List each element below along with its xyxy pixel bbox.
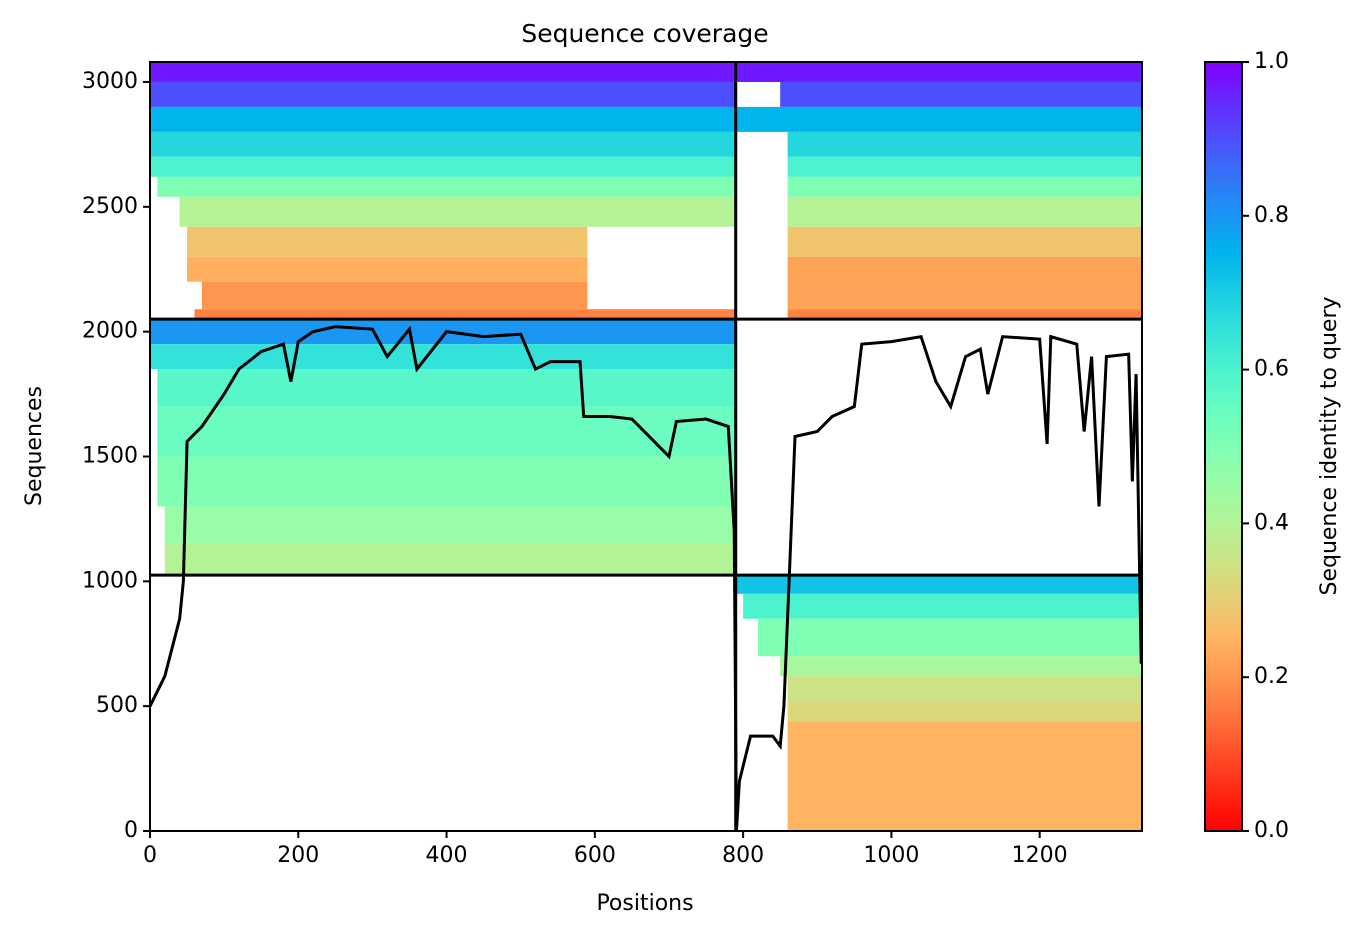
x-tick-label: 0 bbox=[143, 843, 157, 868]
x-tick-label: 1000 bbox=[863, 843, 919, 868]
colorbar bbox=[1204, 61, 1243, 832]
colorbar-tick-label: 0.8 bbox=[1254, 203, 1289, 228]
colorbar-tick-label: 1.0 bbox=[1254, 49, 1289, 74]
colorbar-tick-label: 0.0 bbox=[1254, 818, 1289, 843]
colorbar-tick-label: 0.4 bbox=[1254, 510, 1289, 535]
identity-band bbox=[157, 369, 736, 407]
x-axis-label: Positions bbox=[596, 891, 693, 916]
x-tick-label: 400 bbox=[426, 843, 468, 868]
identity-band bbox=[201, 281, 588, 310]
identity-band bbox=[157, 176, 736, 197]
identity-band bbox=[787, 256, 1142, 310]
x-tick-label: 600 bbox=[574, 843, 616, 868]
identity-band bbox=[157, 406, 736, 457]
identity-band bbox=[787, 701, 1142, 722]
identity-band bbox=[787, 226, 1142, 257]
colorbar-tick-label: 0.2 bbox=[1254, 664, 1289, 689]
colorbar-tick-label: 0.6 bbox=[1254, 357, 1289, 382]
identity-band bbox=[150, 131, 736, 157]
identity-band bbox=[164, 543, 736, 576]
identity-band bbox=[787, 156, 1142, 177]
coverage-line bbox=[148, 325, 1143, 832]
identity-band bbox=[150, 81, 736, 107]
y-tick-label: 500 bbox=[96, 693, 138, 718]
identity-band bbox=[735, 575, 1142, 594]
y-tick-label: 1500 bbox=[82, 443, 138, 468]
identity-band bbox=[150, 106, 736, 132]
identity-band bbox=[787, 676, 1142, 702]
y-axis-label: Sequences bbox=[22, 386, 47, 506]
y-tick-label: 3000 bbox=[82, 69, 138, 94]
identity-band bbox=[187, 256, 588, 282]
y-tick-label: 2000 bbox=[82, 319, 138, 344]
identity-band bbox=[150, 319, 736, 345]
y-tick-label: 2500 bbox=[82, 194, 138, 219]
identity-band bbox=[735, 106, 1142, 132]
identity-band bbox=[150, 344, 736, 370]
chart-title: Sequence coverage bbox=[521, 19, 768, 48]
identity-band bbox=[780, 81, 1142, 107]
identity-band bbox=[787, 721, 1142, 831]
identity-band bbox=[787, 309, 1142, 320]
y-tick-label: 1000 bbox=[82, 568, 138, 593]
identity-band bbox=[194, 309, 736, 320]
y-tick-label: 0 bbox=[124, 818, 138, 843]
identity-band bbox=[150, 156, 736, 177]
identity-band bbox=[743, 593, 1142, 619]
x-tick-label: 200 bbox=[277, 843, 319, 868]
x-tick-label: 1200 bbox=[1012, 843, 1068, 868]
identity-band bbox=[164, 506, 736, 544]
colorbar-label: Sequence identity to query bbox=[1317, 296, 1342, 595]
identity-band bbox=[780, 656, 1142, 677]
identity-band bbox=[787, 176, 1142, 197]
x-tick-label: 800 bbox=[722, 843, 764, 868]
identity-band bbox=[187, 226, 588, 257]
identity-band bbox=[787, 131, 1142, 157]
identity-band bbox=[157, 456, 736, 507]
identity-band bbox=[179, 196, 736, 227]
identity-band bbox=[787, 196, 1142, 227]
identity-band bbox=[757, 618, 1142, 657]
identity-band bbox=[735, 62, 1142, 82]
identity-band bbox=[150, 62, 736, 82]
plot-frame bbox=[149, 61, 1143, 832]
